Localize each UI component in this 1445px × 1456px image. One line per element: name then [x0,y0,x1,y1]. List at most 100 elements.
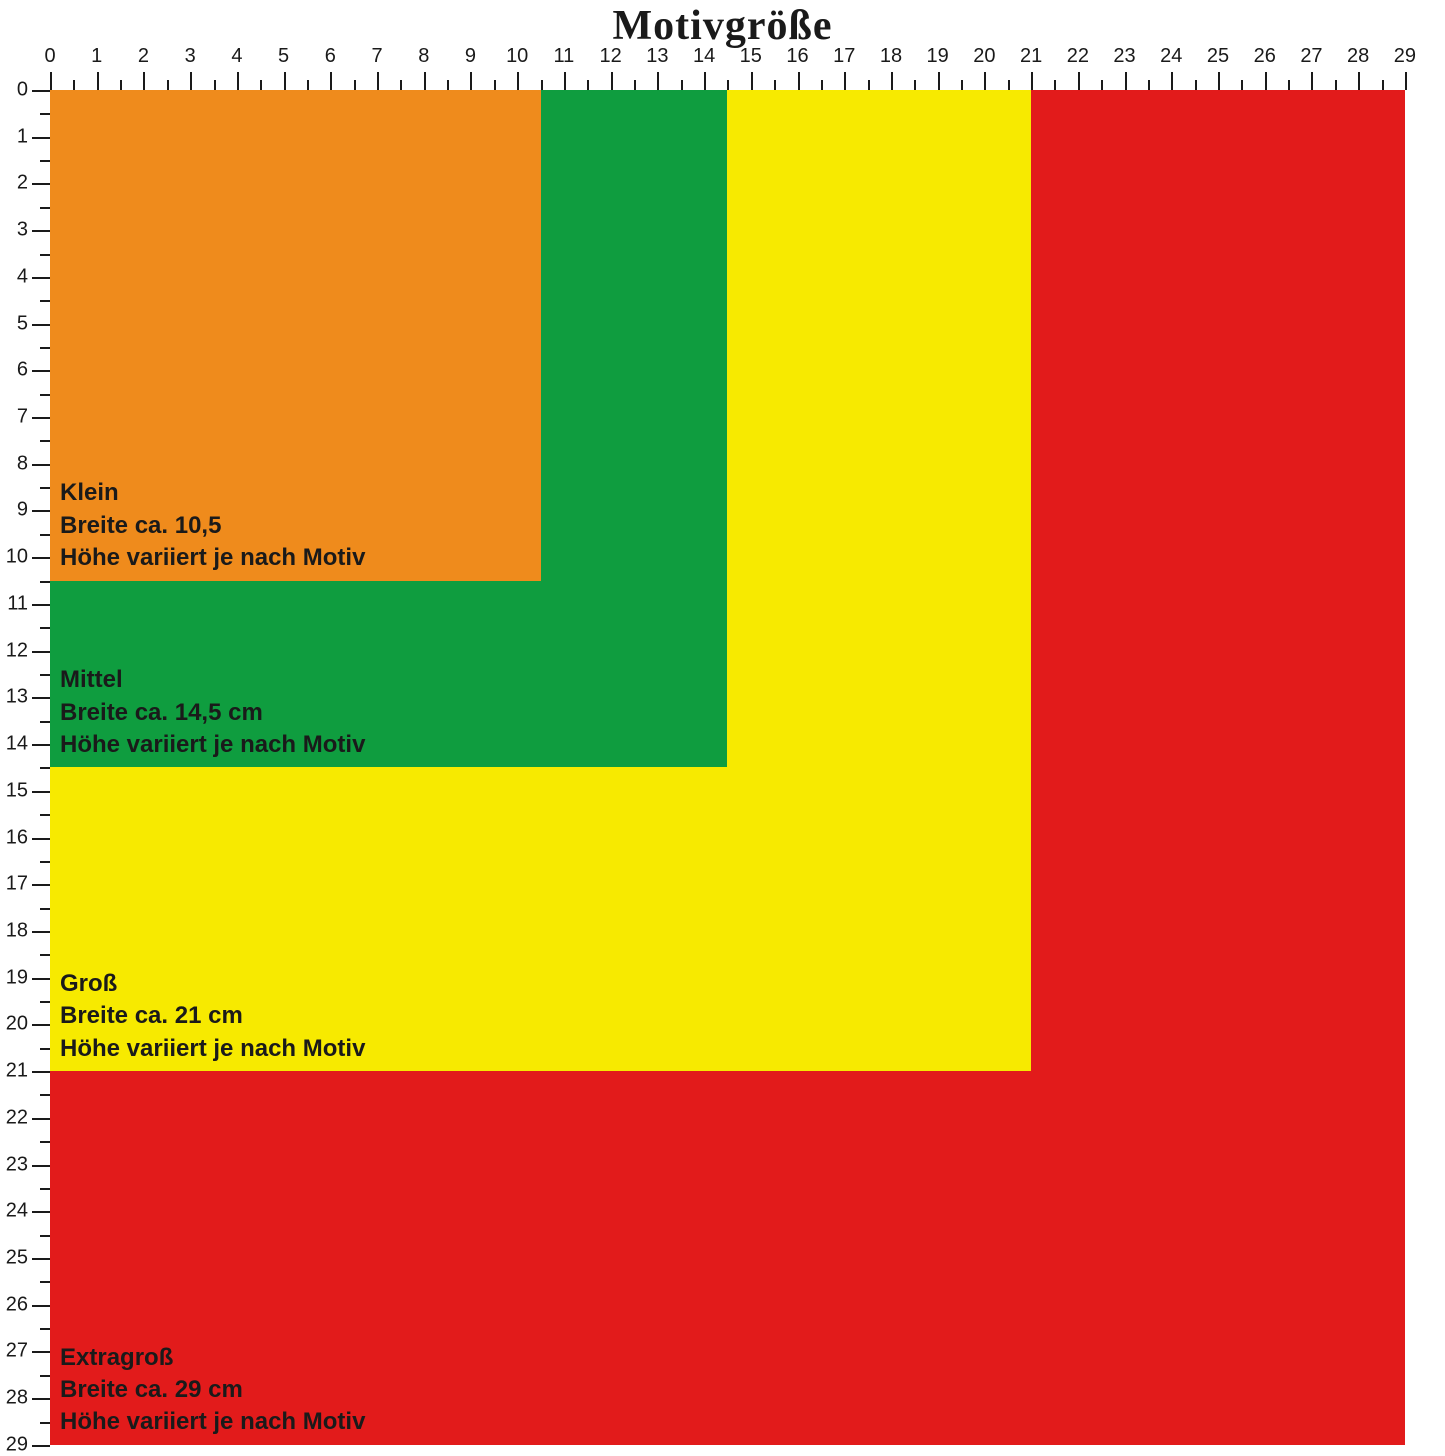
ruler-label: 24 [1160,45,1182,68]
ruler-tick [1195,80,1197,90]
size-label-klein: KleinBreite ca. 10,5Höhe variiert je nac… [60,477,365,574]
ruler-label: 2 [17,172,28,195]
ruler-tick [97,72,99,90]
ruler-tick [32,417,50,419]
ruler-label: 25 [6,1247,28,1270]
size-width-line: Breite ca. 21 cm [60,1000,365,1032]
ruler-label: 6 [325,45,336,68]
ruler-label: 24 [6,1200,28,1223]
ruler-tick [40,394,50,396]
ruler-tick [40,1281,50,1283]
ruler-tick [32,1024,50,1026]
ruler-tick [634,80,636,90]
ruler-tick [40,1001,50,1003]
size-name: Klein [60,477,365,509]
ruler-label: 6 [17,359,28,382]
ruler-tick [1288,80,1290,90]
ruler-tick [32,183,50,185]
ruler-tick [40,1094,50,1096]
ruler-tick [40,347,50,349]
ruler-label: 3 [185,45,196,68]
ruler-tick [32,978,50,980]
ruler-tick [40,627,50,629]
ruler-label: 27 [1300,45,1322,68]
ruler-tick [214,80,216,90]
ruler-tick [40,581,50,583]
ruler-label: 8 [17,452,28,475]
ruler-tick [40,254,50,256]
size-name: Mittel [60,664,365,696]
ruler-tick [40,1141,50,1143]
ruler-tick [32,604,50,606]
ruler-tick [1171,72,1173,90]
ruler-tick [1241,80,1243,90]
ruler-tick [32,651,50,653]
ruler-tick [284,72,286,90]
ruler-tick [1218,72,1220,90]
ruler-tick [40,207,50,209]
ruler-tick [1078,72,1080,90]
ruler-tick [73,80,75,90]
ruler-tick [32,791,50,793]
ruler-tick [564,72,566,90]
ruler-label: 23 [6,1153,28,1176]
ruler-tick [40,1328,50,1330]
ruler-tick [40,534,50,536]
ruler-tick [32,697,50,699]
ruler-tick [774,80,776,90]
ruler-label: 0 [17,79,28,102]
ruler-tick [32,1165,50,1167]
ruler-tick [40,1188,50,1190]
ruler-label: 1 [17,125,28,148]
ruler-label: 11 [7,592,28,615]
ruler-label: 14 [6,733,28,756]
ruler-tick [32,1071,50,1073]
ruler-label: 3 [17,219,28,242]
ruler-tick [1358,72,1360,90]
ruler-label: 7 [371,45,382,68]
ruler-tick [32,90,50,92]
ruler-label: 17 [6,873,28,896]
size-width-line: Breite ca. 10,5 [60,510,365,542]
ruler-tick [470,72,472,90]
ruler-label: 1 [91,45,102,68]
ruler-label: 28 [1347,45,1369,68]
ruler-label: 16 [786,45,808,68]
ruler-tick [377,72,379,90]
ruler-tick [587,80,589,90]
ruler-tick [798,72,800,90]
ruler-label: 20 [6,1013,28,1036]
ruler-tick [32,931,50,933]
ruler-label: 11 [554,45,575,68]
ruler-tick [32,1211,50,1213]
ruler-tick [751,72,753,90]
ruler-tick [657,72,659,90]
ruler-label: 15 [740,45,762,68]
ruler-tick [40,440,50,442]
size-height-line: Höhe variiert je nach Motiv [60,1033,365,1065]
ruler-label: 22 [6,1106,28,1129]
ruler-tick [727,80,729,90]
ruler-tick [143,72,145,90]
ruler-vertical: 0123456789101112131415161718192021222324… [0,90,50,1449]
ruler-tick [40,113,50,115]
size-label-gross: GroßBreite ca. 21 cmHöhe variiert je nac… [60,968,365,1065]
ruler-label: 17 [833,45,855,68]
ruler-label: 13 [646,45,668,68]
size-name: Extragroß [60,1342,365,1374]
ruler-tick [611,72,613,90]
ruler-label: 0 [44,45,55,68]
ruler-label: 9 [17,499,28,522]
ruler-tick [844,72,846,90]
ruler-tick [1405,72,1407,90]
ruler-tick [40,487,50,489]
ruler-tick [32,1398,50,1400]
ruler-tick [32,1258,50,1260]
ruler-tick [494,80,496,90]
ruler-tick [50,72,52,90]
ruler-tick [32,230,50,232]
ruler-tick [40,160,50,162]
ruler-label: 5 [278,45,289,68]
ruler-tick [354,80,356,90]
ruler-tick [32,1351,50,1353]
